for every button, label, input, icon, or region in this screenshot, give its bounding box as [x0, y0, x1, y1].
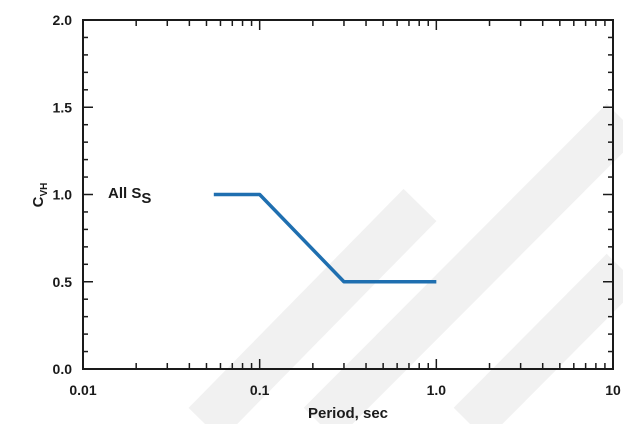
x-tick-label: 10 [605, 382, 621, 398]
y-tick-label: 1.5 [53, 99, 73, 115]
series-line [213, 192, 437, 284]
x-tick-label: 0.1 [250, 382, 270, 398]
y-tick-labels: 0.0 0.5 1.0 1.5 2.0 [53, 12, 73, 377]
svg-text:CVH: CVH [30, 183, 50, 208]
y-tick-label: 2.0 [53, 12, 73, 28]
annotation-main: All S [108, 185, 141, 202]
y-tick-label: 0.0 [53, 361, 73, 377]
x-tick-labels: 0.01 0.1 1.0 10 [69, 382, 621, 398]
x-axis-title: Period, sec [308, 405, 388, 422]
x-tick-label: 0.01 [69, 382, 96, 398]
y-axis-title-sub: VH [39, 183, 50, 197]
watermark [188, 103, 623, 424]
x-tick-label: 1.0 [427, 382, 447, 398]
annotation-all-ss: All SS [108, 185, 151, 207]
annotation-sub: S [141, 190, 151, 207]
y-axis-title: CVH [30, 183, 50, 208]
y-tick-label: 0.5 [53, 274, 73, 290]
y-tick-label: 1.0 [53, 187, 73, 203]
series-layer [213, 192, 437, 284]
axis-ticks [82, 19, 613, 370]
y-axis-title-main: C [30, 196, 47, 207]
